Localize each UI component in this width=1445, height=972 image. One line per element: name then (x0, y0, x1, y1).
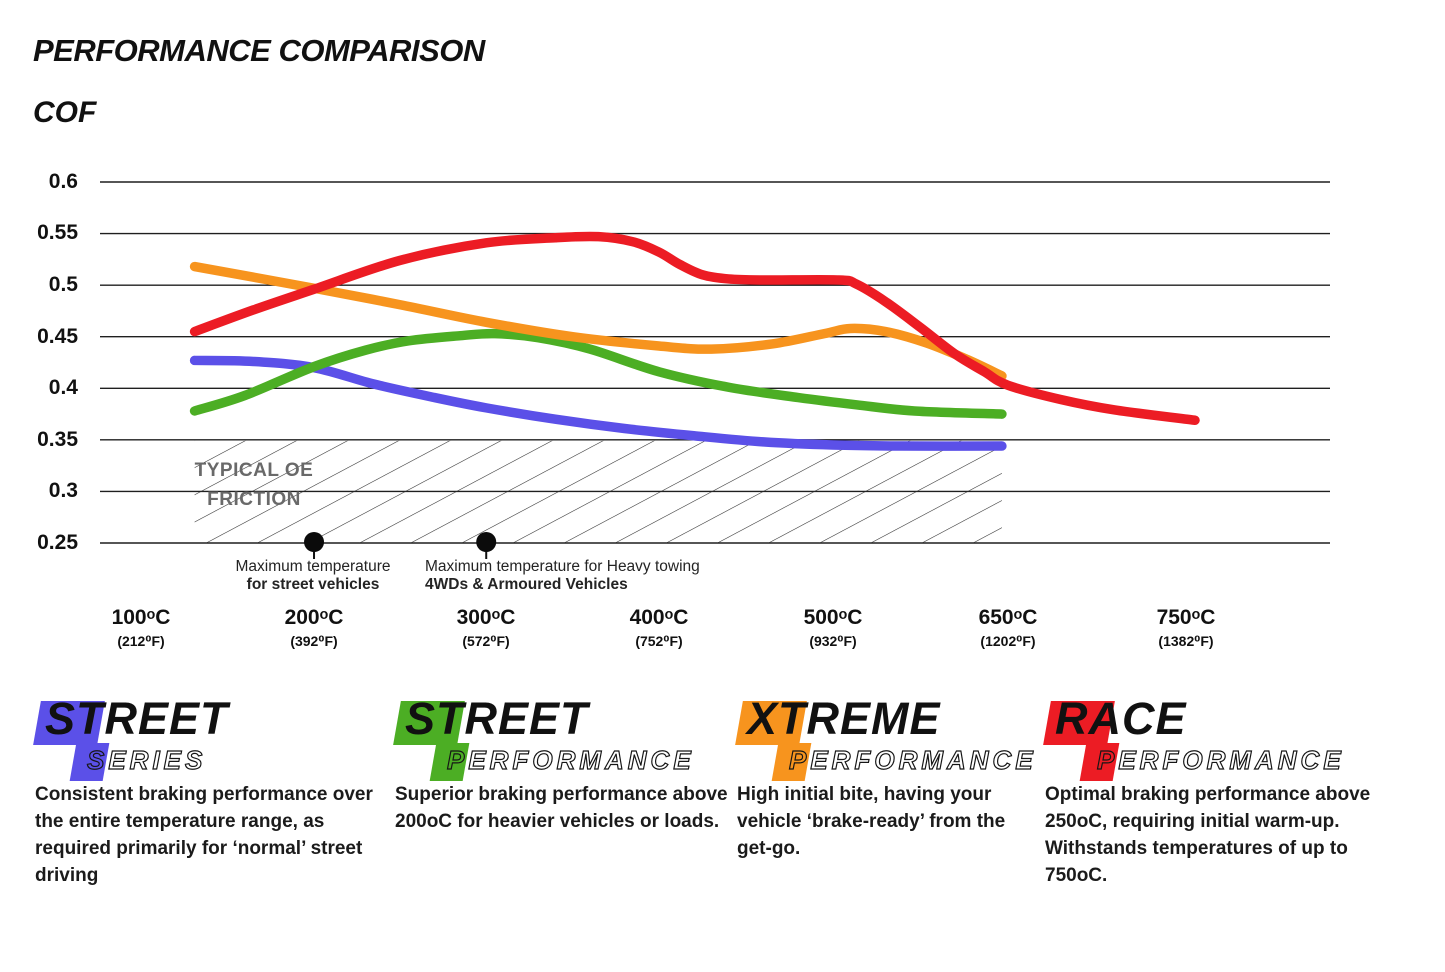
oe-label-line2: FRICTION (207, 489, 301, 510)
legend-description: Consistent braking performance over the … (35, 784, 373, 886)
x-tick-celsius: 100ᵒC (111, 606, 171, 629)
x-tick-200c: 200ᵒC (392⁰F) (229, 606, 399, 650)
y-tick-label: 0.6 (48, 170, 78, 193)
typical-oe-friction-label: TYPICAL OE FRICTION (184, 456, 324, 514)
x-tick-500c: 500ᵒC (932⁰F) (748, 606, 918, 650)
logo-word-secondary: SERIES (86, 744, 207, 775)
temperature-markers (304, 532, 497, 559)
marker-label-line1: Maximum temperature for Heavy towing (425, 558, 700, 575)
street-performance-logo: STREET PERFORMANCE (393, 693, 735, 781)
x-tick-celsius: 200ᵒC (284, 606, 344, 629)
x-tick-fahrenheit: (1202⁰F) (980, 633, 1036, 649)
race-performance-logo: RACE PERFORMANCE (1043, 693, 1390, 781)
legend-description: High initial bite, having your vehicle ‘… (737, 784, 1006, 859)
legend-item-street-performance: STREET PERFORMANCE Superior braking perf… (393, 693, 735, 835)
max-temp-street-label: Maximum temperature for street vehicles (198, 558, 428, 594)
x-tick-celsius: 500ᵒC (803, 606, 863, 629)
y-tick-label: 0.55 (37, 221, 78, 244)
page-title: PERFORMANCE COMPARISON (33, 33, 485, 68)
x-tick-fahrenheit: (932⁰F) (809, 633, 857, 649)
legend-item-race-performance: RACE PERFORMANCE Optimal braking perform… (1043, 693, 1390, 889)
series-line-street-performance (189, 328, 1007, 419)
y-tick-label: 0.25 (37, 531, 78, 554)
street-series-logo: STREET SERIES (33, 693, 375, 781)
x-tick-fahrenheit: (572⁰F) (462, 633, 510, 649)
y-tick-label: 0.4 (48, 376, 78, 399)
oe-label-line1: TYPICAL OE (194, 460, 314, 481)
x-tick-650c: 650ᵒC (1202⁰F) (923, 606, 1093, 650)
legend-item-xtreme-performance: XTREME PERFORMANCE High initial bite, ha… (735, 693, 1037, 862)
logo-word-primary: STREET (405, 693, 589, 744)
x-tick-fahrenheit: (212⁰F) (117, 633, 165, 649)
x-tick-750c: 750ᵒC (1382⁰F) (1101, 606, 1271, 650)
y-tick-label: 0.45 (37, 325, 78, 348)
marker-label-line2: for street vehicles (246, 576, 380, 593)
logo-word-primary: STREET (45, 693, 229, 744)
x-tick-fahrenheit: (392⁰F) (290, 633, 338, 649)
series-lines (189, 231, 1200, 451)
max-temp-towing-label: Maximum temperature for Heavy towing 4WD… (425, 558, 765, 594)
marker-dot (476, 532, 497, 552)
x-tick-400c: 400ᵒC (752⁰F) (574, 606, 744, 650)
legend-description: Superior braking performance above 200oC… (395, 784, 728, 832)
x-tick-celsius: 300ᵒC (456, 606, 516, 629)
y-tick-label: 0.5 (48, 273, 78, 296)
y-axis-title: COF (33, 96, 97, 129)
x-tick-celsius: 750ᵒC (1156, 606, 1216, 629)
logo-word-secondary: PERFORMANCE (446, 744, 695, 775)
marker-label-line1: Maximum temperature (235, 558, 391, 575)
logo-word-secondary: PERFORMANCE (788, 744, 1037, 775)
x-tick-300c: 300ᵒC (572⁰F) (401, 606, 571, 650)
legend-item-street-series: STREET SERIES Consistent braking perform… (33, 693, 375, 889)
x-tick-celsius: 650ᵒC (978, 606, 1038, 629)
y-tick-label: 0.35 (37, 428, 78, 451)
oe-friction-band (194, 440, 1002, 543)
legend-description: Optimal braking performance above 250oC,… (1045, 784, 1371, 886)
x-tick-fahrenheit: (1382⁰F) (1158, 633, 1214, 649)
y-tick-label: 0.3 (48, 479, 78, 502)
logo-word-secondary: PERFORMANCE (1096, 744, 1345, 775)
logo-word-primary: RACE (1055, 693, 1187, 744)
marker-dot (304, 532, 325, 552)
x-tick-100c: 100ᵒC (212⁰F) (56, 606, 226, 650)
xtreme-performance-logo: XTREME PERFORMANCE (735, 693, 1037, 781)
x-tick-fahrenheit: (752⁰F) (635, 633, 683, 649)
oe-friction-hatch (194, 440, 1002, 543)
x-tick-celsius: 400ᵒC (629, 606, 689, 629)
marker-label-line2: 4WDs & Armoured Vehicles (425, 576, 628, 593)
series-line-race-performance (189, 231, 1200, 426)
series-line-xtreme-performance (189, 261, 1007, 381)
logo-word-primary: XTREME (747, 693, 941, 744)
